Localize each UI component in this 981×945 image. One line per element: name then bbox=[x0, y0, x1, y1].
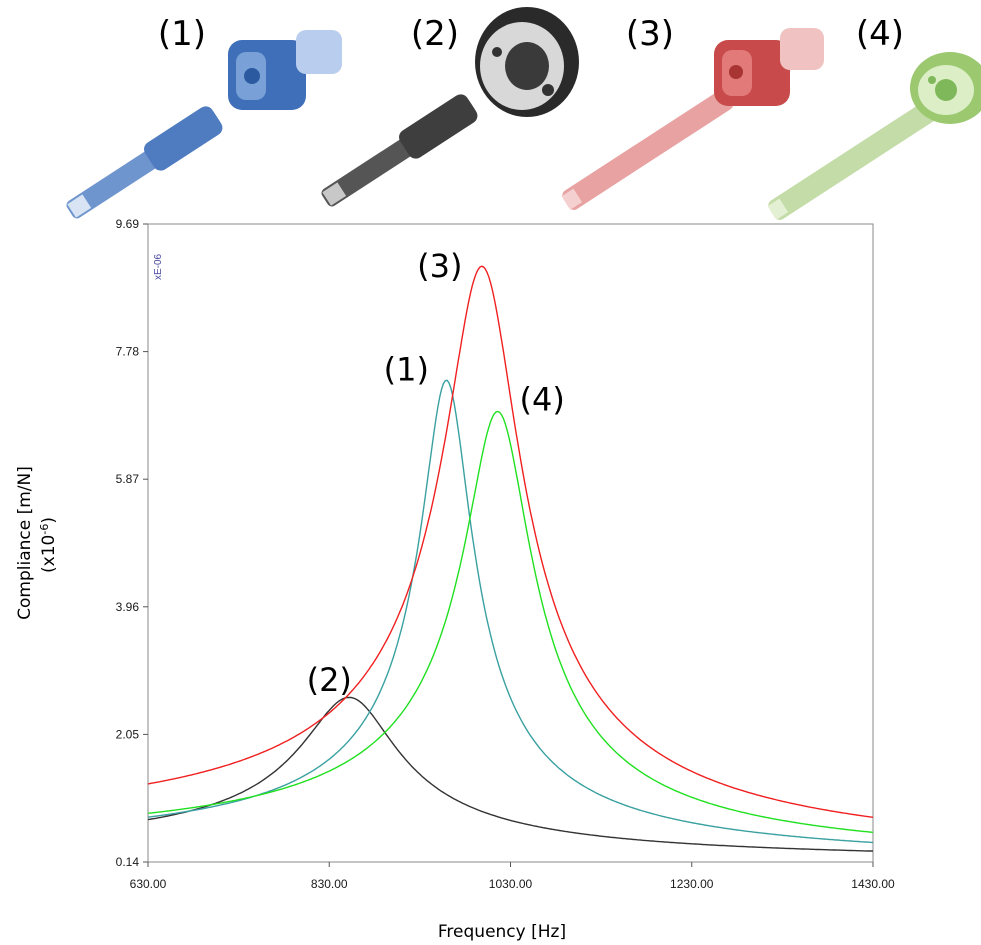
boring-bar-2-icon bbox=[321, 94, 478, 207]
x-tick-label: 1430.00 bbox=[851, 877, 895, 891]
tool-3-image: (3) bbox=[561, 14, 824, 210]
x-axis-ticks: 630.00 830.00 1030.00 1230.00 1430.00 bbox=[130, 862, 895, 891]
tool-2-image: (2) bbox=[321, 7, 579, 207]
y-tick-label: 5.87 bbox=[116, 472, 140, 486]
tool-3-label: (3) bbox=[626, 14, 674, 54]
y-tick-label: 2.05 bbox=[116, 727, 140, 741]
y-axis-unit-base: (x10 bbox=[39, 535, 59, 573]
x-tick-label: 1030.00 bbox=[489, 877, 533, 891]
series-label: (2) bbox=[307, 661, 352, 699]
series-line-1 bbox=[147, 696, 874, 852]
y-axis-unit-close: ) bbox=[39, 517, 59, 524]
x-tick-label: 830.00 bbox=[311, 877, 348, 891]
tool-1-image: (1) bbox=[66, 14, 342, 219]
series-label: (4) bbox=[520, 380, 565, 418]
series-label: (1) bbox=[384, 350, 429, 388]
series-lines bbox=[147, 265, 874, 852]
series-line-2 bbox=[147, 379, 874, 844]
boring-bar-1-icon bbox=[66, 106, 223, 219]
series-label: (3) bbox=[417, 247, 462, 285]
y-tick-label: 7.78 bbox=[116, 345, 140, 359]
boring-bar-3-icon bbox=[561, 89, 734, 210]
x-tick-label: 630.00 bbox=[130, 877, 167, 891]
y-axis-title: Compliance [m/N] (x10-6) bbox=[15, 466, 59, 620]
chart: xE-06 630.00 830.00 1030.00 1230.00 1430.00 … bbox=[15, 217, 895, 942]
tool-1-label: (1) bbox=[158, 14, 206, 54]
x-axis-title: Frequency [Hz] bbox=[438, 922, 566, 942]
tool-2-label: (2) bbox=[411, 14, 459, 54]
tool-illustrations: (1) (2) bbox=[66, 7, 981, 220]
tool-holder-4-icon bbox=[910, 52, 981, 124]
y-exponent-label: xE-06 bbox=[153, 253, 164, 280]
tool-holder-3-icon bbox=[714, 28, 824, 106]
series-labels: (2) (1) (3) (4) bbox=[307, 247, 565, 699]
series-line-3 bbox=[147, 265, 874, 818]
y-axis-title-main: Compliance [m/N] bbox=[15, 466, 35, 620]
series-line-4 bbox=[147, 410, 874, 834]
tool-4-label: (4) bbox=[856, 14, 904, 54]
x-tick-label: 1230.00 bbox=[670, 877, 714, 891]
y-tick-label: 3.96 bbox=[116, 600, 140, 614]
tool-holder-2-icon bbox=[475, 7, 579, 117]
boring-bar-4-icon bbox=[767, 97, 944, 220]
y-axis-unit-exponent: -6 bbox=[38, 524, 51, 535]
y-axis-title-unit: (x10-6) bbox=[38, 517, 60, 573]
y-axis-ticks: 0.14 2.05 3.96 5.87 7.78 9.69 bbox=[116, 217, 148, 869]
tool-4-image: (4) bbox=[767, 14, 981, 220]
y-tick-label: 0.14 bbox=[116, 855, 140, 869]
tool-holder-1-icon bbox=[228, 30, 342, 110]
y-tick-label: 9.69 bbox=[116, 217, 140, 231]
plot-area bbox=[147, 223, 874, 863]
